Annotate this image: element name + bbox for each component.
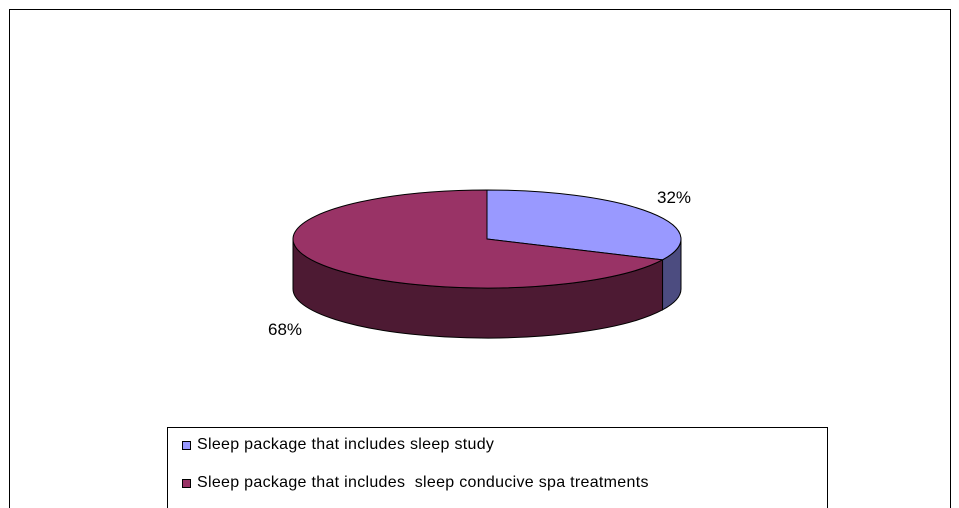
- legend-label-sleep-study: Sleep package that includes sleep study: [197, 436, 495, 453]
- pie-slice-1: [292, 189, 665, 289]
- slice-label-sleep-study: 32%: [657, 188, 692, 207]
- legend-item-spa-treatments: Sleep package that includes sleep conduc…: [182, 474, 649, 492]
- slice-label-spa-treatments: 68%: [268, 320, 303, 339]
- legend: Sleep package that includes sleep study …: [167, 427, 828, 508]
- legend-swatch-sleep-study: [182, 440, 191, 450]
- legend-label-spa-treatments: Sleep package that includes sleep conduc…: [197, 474, 649, 491]
- legend-swatch-spa-treatments: [182, 478, 191, 488]
- pie-slice-0: [486, 189, 682, 261]
- legend-item-sleep-study: Sleep package that includes sleep study: [182, 436, 494, 454]
